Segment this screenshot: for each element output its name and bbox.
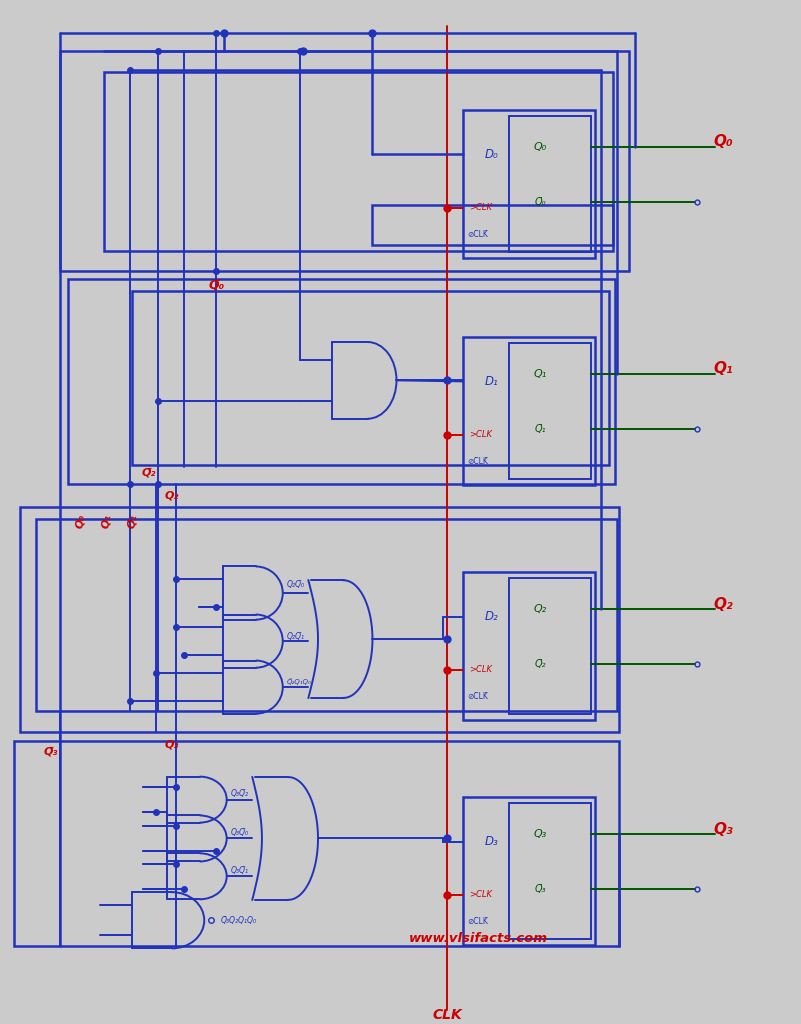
Bar <box>463 110 594 258</box>
Bar <box>509 803 591 939</box>
Text: Q₁: Q₁ <box>533 369 546 379</box>
Text: Q̄₃Q₂Q₁Q₀: Q̄₃Q₂Q₁Q₀ <box>220 915 256 925</box>
Text: Q̄₃: Q̄₃ <box>43 746 58 757</box>
Text: Q₃Q̄₂: Q₃Q̄₂ <box>231 788 248 798</box>
Bar <box>68 280 615 483</box>
Text: Q̄₂: Q̄₂ <box>534 659 545 669</box>
Text: Q₃Q̄₀: Q₃Q̄₀ <box>231 827 248 837</box>
Bar <box>463 797 594 945</box>
Text: Q₁: Q₁ <box>100 514 113 529</box>
Text: Q̄₀: Q̄₀ <box>208 280 224 293</box>
Bar <box>509 116 591 252</box>
Bar <box>509 343 591 479</box>
Text: Q₃: Q₃ <box>713 821 733 837</box>
Text: D₂: D₂ <box>485 610 498 623</box>
Bar <box>14 741 619 946</box>
Bar <box>372 205 613 246</box>
Text: Q₂: Q₂ <box>533 604 546 614</box>
Text: >CLK: >CLK <box>469 430 493 439</box>
Text: Q₂Q̄₁: Q₂Q̄₁ <box>287 632 304 640</box>
Bar <box>463 572 594 720</box>
Bar <box>60 51 629 271</box>
Text: Q₂Q̄₀: Q₂Q̄₀ <box>287 581 304 590</box>
Bar <box>463 337 594 485</box>
Text: ⊘C̄LK̄: ⊘C̄LK̄ <box>467 230 488 239</box>
Bar <box>509 578 591 715</box>
Text: Q̄₃: Q̄₃ <box>534 884 545 894</box>
Bar <box>20 507 619 732</box>
Text: >CLK: >CLK <box>469 666 493 675</box>
Text: >CLK: >CLK <box>469 204 493 212</box>
Text: Q₁: Q₁ <box>713 361 733 377</box>
Text: Q₀: Q₀ <box>533 142 546 152</box>
Text: Q₃Q̄₁: Q₃Q̄₁ <box>231 865 248 874</box>
Text: D₁: D₁ <box>485 375 498 388</box>
Text: Q₃: Q₃ <box>533 829 546 839</box>
Text: Q₂: Q₂ <box>713 597 733 611</box>
Text: D₀: D₀ <box>485 147 498 161</box>
Text: CLK: CLK <box>432 1009 462 1022</box>
Text: Q̄₂: Q̄₂ <box>142 467 156 477</box>
Text: ⊘C̄LK̄: ⊘C̄LK̄ <box>467 692 488 701</box>
Text: Q̄₁: Q̄₁ <box>534 424 545 434</box>
Text: ⊘C̄LK̄: ⊘C̄LK̄ <box>467 918 488 926</box>
Text: ⊘C̄LK̄: ⊘C̄LK̄ <box>467 457 488 466</box>
Bar <box>36 519 617 711</box>
Text: www.vlsifacts.com: www.vlsifacts.com <box>409 932 548 945</box>
Text: Q̄₀: Q̄₀ <box>534 197 545 207</box>
Text: Q̄₂Q₁Q₀: Q̄₂Q₁Q₀ <box>287 679 312 685</box>
Text: D₃: D₃ <box>485 835 498 848</box>
Text: Q₀: Q₀ <box>713 134 733 150</box>
Bar <box>104 72 613 251</box>
Text: Q₃: Q₃ <box>165 739 179 750</box>
Text: Q₂: Q₂ <box>165 490 179 501</box>
Bar <box>132 292 609 465</box>
Text: Q̄₁: Q̄₁ <box>126 514 139 529</box>
Text: Q₀: Q₀ <box>74 514 87 529</box>
Text: >CLK: >CLK <box>469 891 493 899</box>
